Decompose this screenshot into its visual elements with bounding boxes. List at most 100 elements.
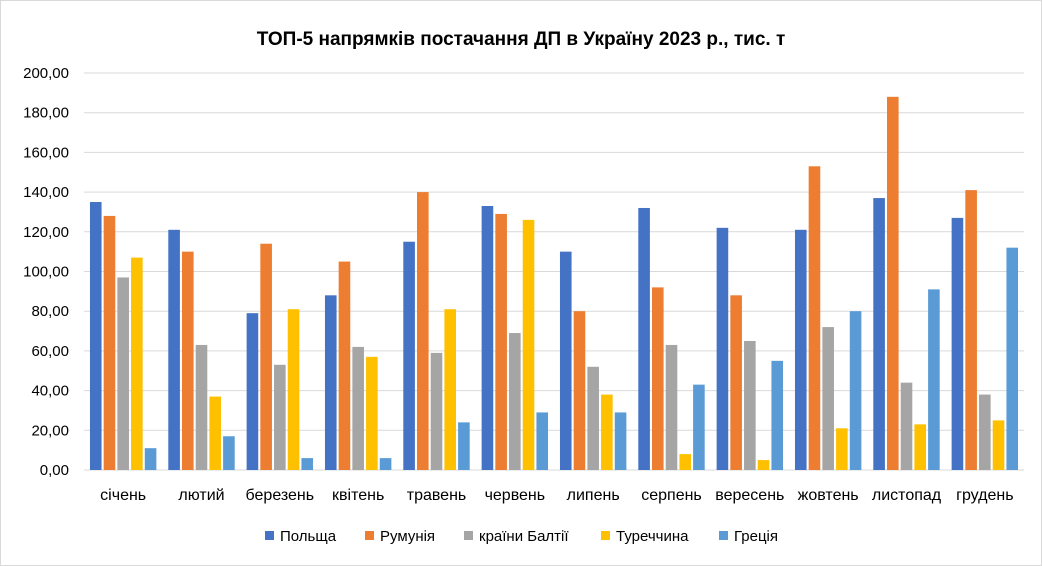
y-tick-label: 40,00 (31, 383, 69, 400)
legend-label: Греція (734, 528, 778, 545)
y-tick-label: 60,00 (31, 343, 69, 360)
bar (808, 166, 821, 471)
bar (887, 96, 899, 470)
x-tick-label: серпень (641, 487, 702, 504)
bar (559, 251, 572, 470)
bar (144, 448, 157, 470)
bars (89, 96, 1019, 471)
bar (836, 428, 848, 470)
legend-swatch (719, 531, 728, 540)
bar (246, 313, 259, 470)
bar (89, 202, 102, 470)
bar (338, 261, 351, 470)
bar (117, 277, 129, 470)
bar (822, 327, 834, 470)
legend-swatch (365, 531, 374, 540)
x-tick-label: листопад (872, 487, 942, 504)
legend-label: Польща (280, 528, 337, 545)
bar (638, 207, 650, 471)
bar (444, 309, 456, 470)
bar (458, 422, 470, 470)
legend-label: Туреччина (616, 528, 689, 545)
bar (716, 227, 729, 470)
x-tick-label: травень (407, 487, 467, 504)
bar (771, 360, 784, 470)
x-tick-label: вересень (715, 487, 784, 504)
legend-swatch (265, 531, 274, 540)
x-tick-label: грудень (956, 487, 1013, 504)
legend: Польща Румунія країни Балтії Туреччина Греці… (265, 528, 778, 545)
bar (965, 190, 977, 471)
legend-label: Румунія (380, 528, 435, 545)
bar (573, 311, 586, 470)
bar (614, 412, 627, 470)
y-tick-label: 200,00 (23, 65, 69, 82)
bar (757, 460, 770, 470)
x-tick-label: січень (100, 487, 146, 504)
bar (168, 229, 180, 470)
bar (430, 352, 443, 470)
bar (652, 287, 664, 470)
bar (992, 420, 1005, 470)
bar (379, 458, 392, 470)
bar (195, 344, 208, 470)
bar (274, 364, 286, 470)
bar (287, 309, 300, 470)
x-tick-label: березень (246, 487, 315, 504)
bar (1006, 247, 1019, 470)
bar (103, 215, 116, 470)
bar (693, 384, 705, 470)
bar (495, 213, 507, 470)
bar (352, 346, 364, 470)
chart-title: ТОП-5 напрямків постачання ДП в Україну … (257, 29, 786, 50)
legend-label: країни Балтії (479, 528, 569, 545)
y-tick-label: 100,00 (23, 264, 69, 281)
bar (928, 289, 940, 470)
bar (849, 311, 862, 470)
gridlines (84, 72, 1024, 471)
x-tick-label: жовтень (798, 487, 859, 504)
bar (601, 394, 613, 470)
x-tick-label: червень (485, 487, 546, 504)
y-tick-label: 160,00 (23, 144, 69, 161)
bar (744, 340, 756, 470)
x-tick-label: липень (567, 487, 620, 504)
bar (324, 295, 337, 470)
bar (979, 394, 991, 470)
bar (951, 217, 964, 470)
y-tick-label: 20,00 (31, 422, 69, 439)
y-tick-label: 120,00 (23, 224, 69, 241)
bar (509, 333, 521, 470)
x-tick-label: квітень (332, 487, 384, 504)
y-tick-label: 0,00 (40, 462, 69, 479)
y-tick-label: 140,00 (23, 184, 69, 201)
y-axis-ticks: 0,00 20,00 40,00 60,00 80,00 100,00 120,00 140,… (23, 65, 69, 479)
bar (481, 205, 494, 470)
bar (182, 251, 194, 470)
bar (914, 424, 926, 470)
bar (366, 356, 378, 470)
x-tick-label: лютий (178, 487, 224, 504)
bar (522, 219, 535, 470)
bar (131, 257, 143, 470)
bar (900, 382, 913, 470)
bar (873, 198, 885, 470)
legend-swatch (601, 531, 610, 540)
bar (679, 454, 691, 470)
bar (223, 436, 235, 470)
bar (209, 396, 221, 470)
bar (794, 229, 807, 470)
bar (417, 192, 429, 470)
bar (536, 412, 549, 470)
bar (301, 458, 314, 470)
y-tick-label: 180,00 (23, 105, 69, 122)
bar (730, 295, 742, 470)
bar (403, 241, 415, 470)
bar (665, 344, 678, 470)
x-axis-ticks: січень лютий березень квітень травень червень… (100, 487, 1013, 504)
legend-swatch (464, 531, 473, 540)
y-tick-label: 80,00 (31, 303, 69, 320)
bar (587, 366, 599, 470)
